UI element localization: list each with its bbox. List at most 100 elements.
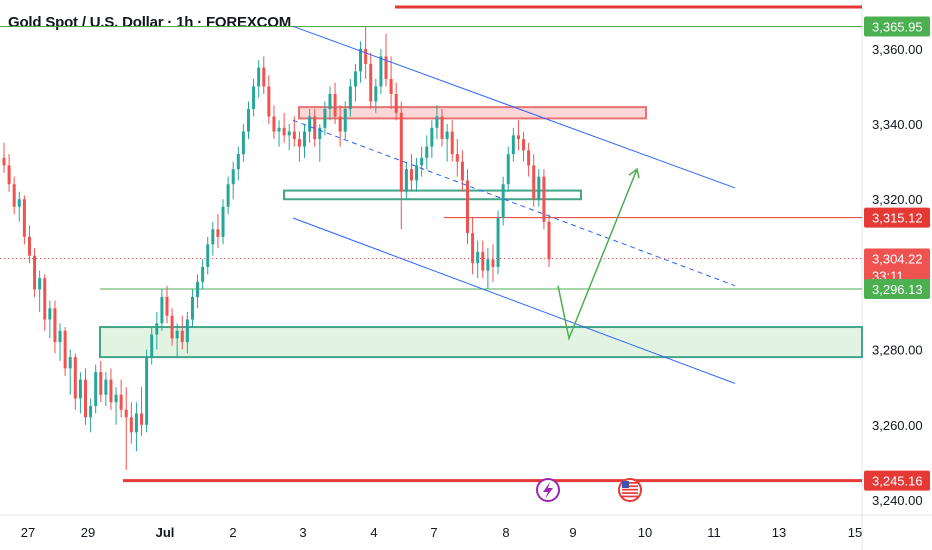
candle-body xyxy=(145,357,149,425)
candle-body xyxy=(522,139,526,151)
candle-body xyxy=(486,259,490,271)
candle xyxy=(185,312,189,354)
candle xyxy=(532,154,536,207)
candle xyxy=(287,124,291,151)
candle-body xyxy=(104,379,108,395)
candle-body xyxy=(63,330,67,369)
candle xyxy=(241,124,245,162)
candle xyxy=(506,146,510,192)
time-tick-label: 2 xyxy=(229,525,236,540)
candle-body xyxy=(272,116,276,132)
candle xyxy=(450,120,454,162)
candle xyxy=(155,312,159,350)
drawing-layer xyxy=(292,25,736,384)
candle-body xyxy=(27,236,31,256)
zone-layer xyxy=(99,106,863,359)
candle xyxy=(425,135,429,170)
candle-body xyxy=(17,199,21,207)
candle-body xyxy=(532,165,536,200)
candle-body xyxy=(277,127,281,132)
candle xyxy=(297,131,301,162)
candle xyxy=(430,120,434,158)
event-layer[interactable] xyxy=(536,478,642,502)
candle-body xyxy=(282,127,286,136)
candle-body xyxy=(338,116,342,132)
candle-body xyxy=(246,109,250,132)
candle xyxy=(145,349,149,433)
candle-body xyxy=(12,184,16,207)
time-axis[interactable]: 27 29 Jul 2 3 4 7 8 9 10 11 13 15 xyxy=(21,525,862,540)
candle xyxy=(333,82,337,125)
candle-body xyxy=(420,157,424,166)
candle-body xyxy=(160,296,164,324)
candle xyxy=(73,353,77,410)
price-badge[interactable] xyxy=(864,470,930,491)
candle xyxy=(7,154,11,192)
time-tick-label: 11 xyxy=(707,525,721,540)
time-tick-label: 15 xyxy=(848,525,862,540)
us-flag-icon[interactable] xyxy=(618,478,642,502)
price-tick-label: 3,240.00 xyxy=(872,493,923,508)
price-badge-label: 3,365.95 xyxy=(872,20,923,35)
candle xyxy=(94,364,98,414)
price-badge[interactable] xyxy=(864,207,930,228)
candle-body xyxy=(501,184,505,219)
candle xyxy=(17,191,21,222)
candle xyxy=(369,52,373,110)
candle xyxy=(476,240,480,279)
candle-body xyxy=(547,221,551,260)
lightning-icon-glyph xyxy=(543,482,553,499)
candle-body xyxy=(129,417,133,433)
candle-body xyxy=(445,131,449,140)
candle-body xyxy=(471,233,475,264)
candle xyxy=(89,398,93,433)
candle xyxy=(272,105,276,140)
candle-body xyxy=(384,56,388,79)
candle xyxy=(150,327,154,365)
candle xyxy=(206,236,210,275)
candle xyxy=(338,105,342,147)
candle-body xyxy=(308,116,312,132)
candle xyxy=(231,161,235,200)
candle xyxy=(440,109,444,147)
candle xyxy=(68,349,72,395)
demand-zone xyxy=(99,326,863,359)
candle xyxy=(415,157,419,192)
candle xyxy=(165,285,169,324)
price-badge[interactable] xyxy=(864,248,930,287)
candle xyxy=(292,116,296,147)
candle-body xyxy=(33,255,37,290)
us-flag-stripe xyxy=(622,482,638,484)
candle-body xyxy=(201,266,205,282)
candle-body xyxy=(231,169,235,185)
candle xyxy=(445,124,449,162)
candle xyxy=(83,368,87,425)
candle-body xyxy=(318,127,322,140)
candle xyxy=(409,154,413,192)
candle xyxy=(216,214,220,249)
price-badge-label: 3,296.13 xyxy=(872,282,923,297)
candle-body xyxy=(7,165,11,185)
candle-body xyxy=(221,206,225,237)
projection-arrowhead xyxy=(628,167,640,179)
candle xyxy=(323,101,327,136)
price-badge-label: 3,245.16 xyxy=(872,474,923,489)
price-badge[interactable] xyxy=(864,278,930,299)
time-tick-label: 13 xyxy=(772,525,786,540)
candle-body xyxy=(68,357,72,369)
price-axis[interactable]: USD3,240.003,260.003,280.003,300.003,320… xyxy=(864,16,930,508)
price-badge[interactable] xyxy=(864,16,930,37)
candle xyxy=(43,274,47,331)
candle xyxy=(501,176,505,226)
candle xyxy=(190,289,194,328)
candle xyxy=(38,270,42,313)
candle-body xyxy=(196,281,200,297)
candle-body xyxy=(89,405,93,418)
lightning-icon[interactable] xyxy=(536,478,560,502)
candle xyxy=(252,78,256,117)
candle xyxy=(211,221,215,256)
candle-body xyxy=(226,184,230,207)
candle xyxy=(516,120,520,151)
